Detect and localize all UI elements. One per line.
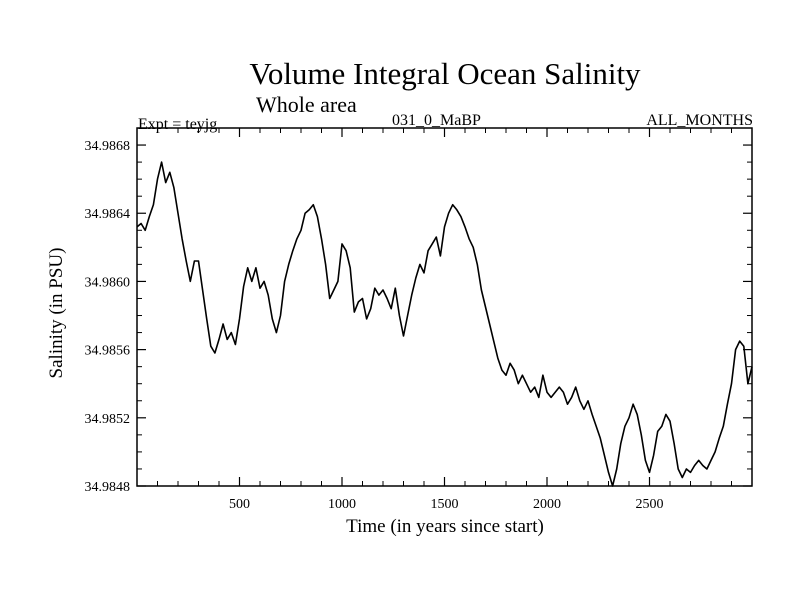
plot-frame: [136, 127, 753, 487]
y-tick-label: 34.9864: [85, 207, 131, 222]
x-axis-label: Time (in years since start): [346, 516, 544, 537]
x-tick-label: 2000: [533, 497, 561, 512]
x-tick-label: 1000: [328, 497, 356, 512]
y-tick-label: 34.9852: [85, 412, 131, 427]
chart-title: Volume Integral Ocean Salinity: [249, 56, 641, 91]
salinity-series-line: [136, 161, 753, 487]
x-tick-label: 500: [229, 497, 250, 512]
chart-subtitle: Whole area: [256, 92, 357, 117]
months-label: ALL_MONTHS: [646, 112, 753, 129]
y-tick-label: 34.9868: [85, 139, 131, 154]
y-tick-label: 34.9860: [85, 275, 131, 290]
y-axis-label: Salinity (in PSU): [46, 248, 67, 379]
y-tick-label: 34.9848: [85, 480, 131, 495]
run-id-label: 031_0_MaBP: [392, 112, 481, 129]
x-tick-label: 2500: [636, 497, 664, 512]
x-tick-label: 1500: [431, 497, 459, 512]
y-tick-label: 34.9856: [85, 344, 131, 359]
